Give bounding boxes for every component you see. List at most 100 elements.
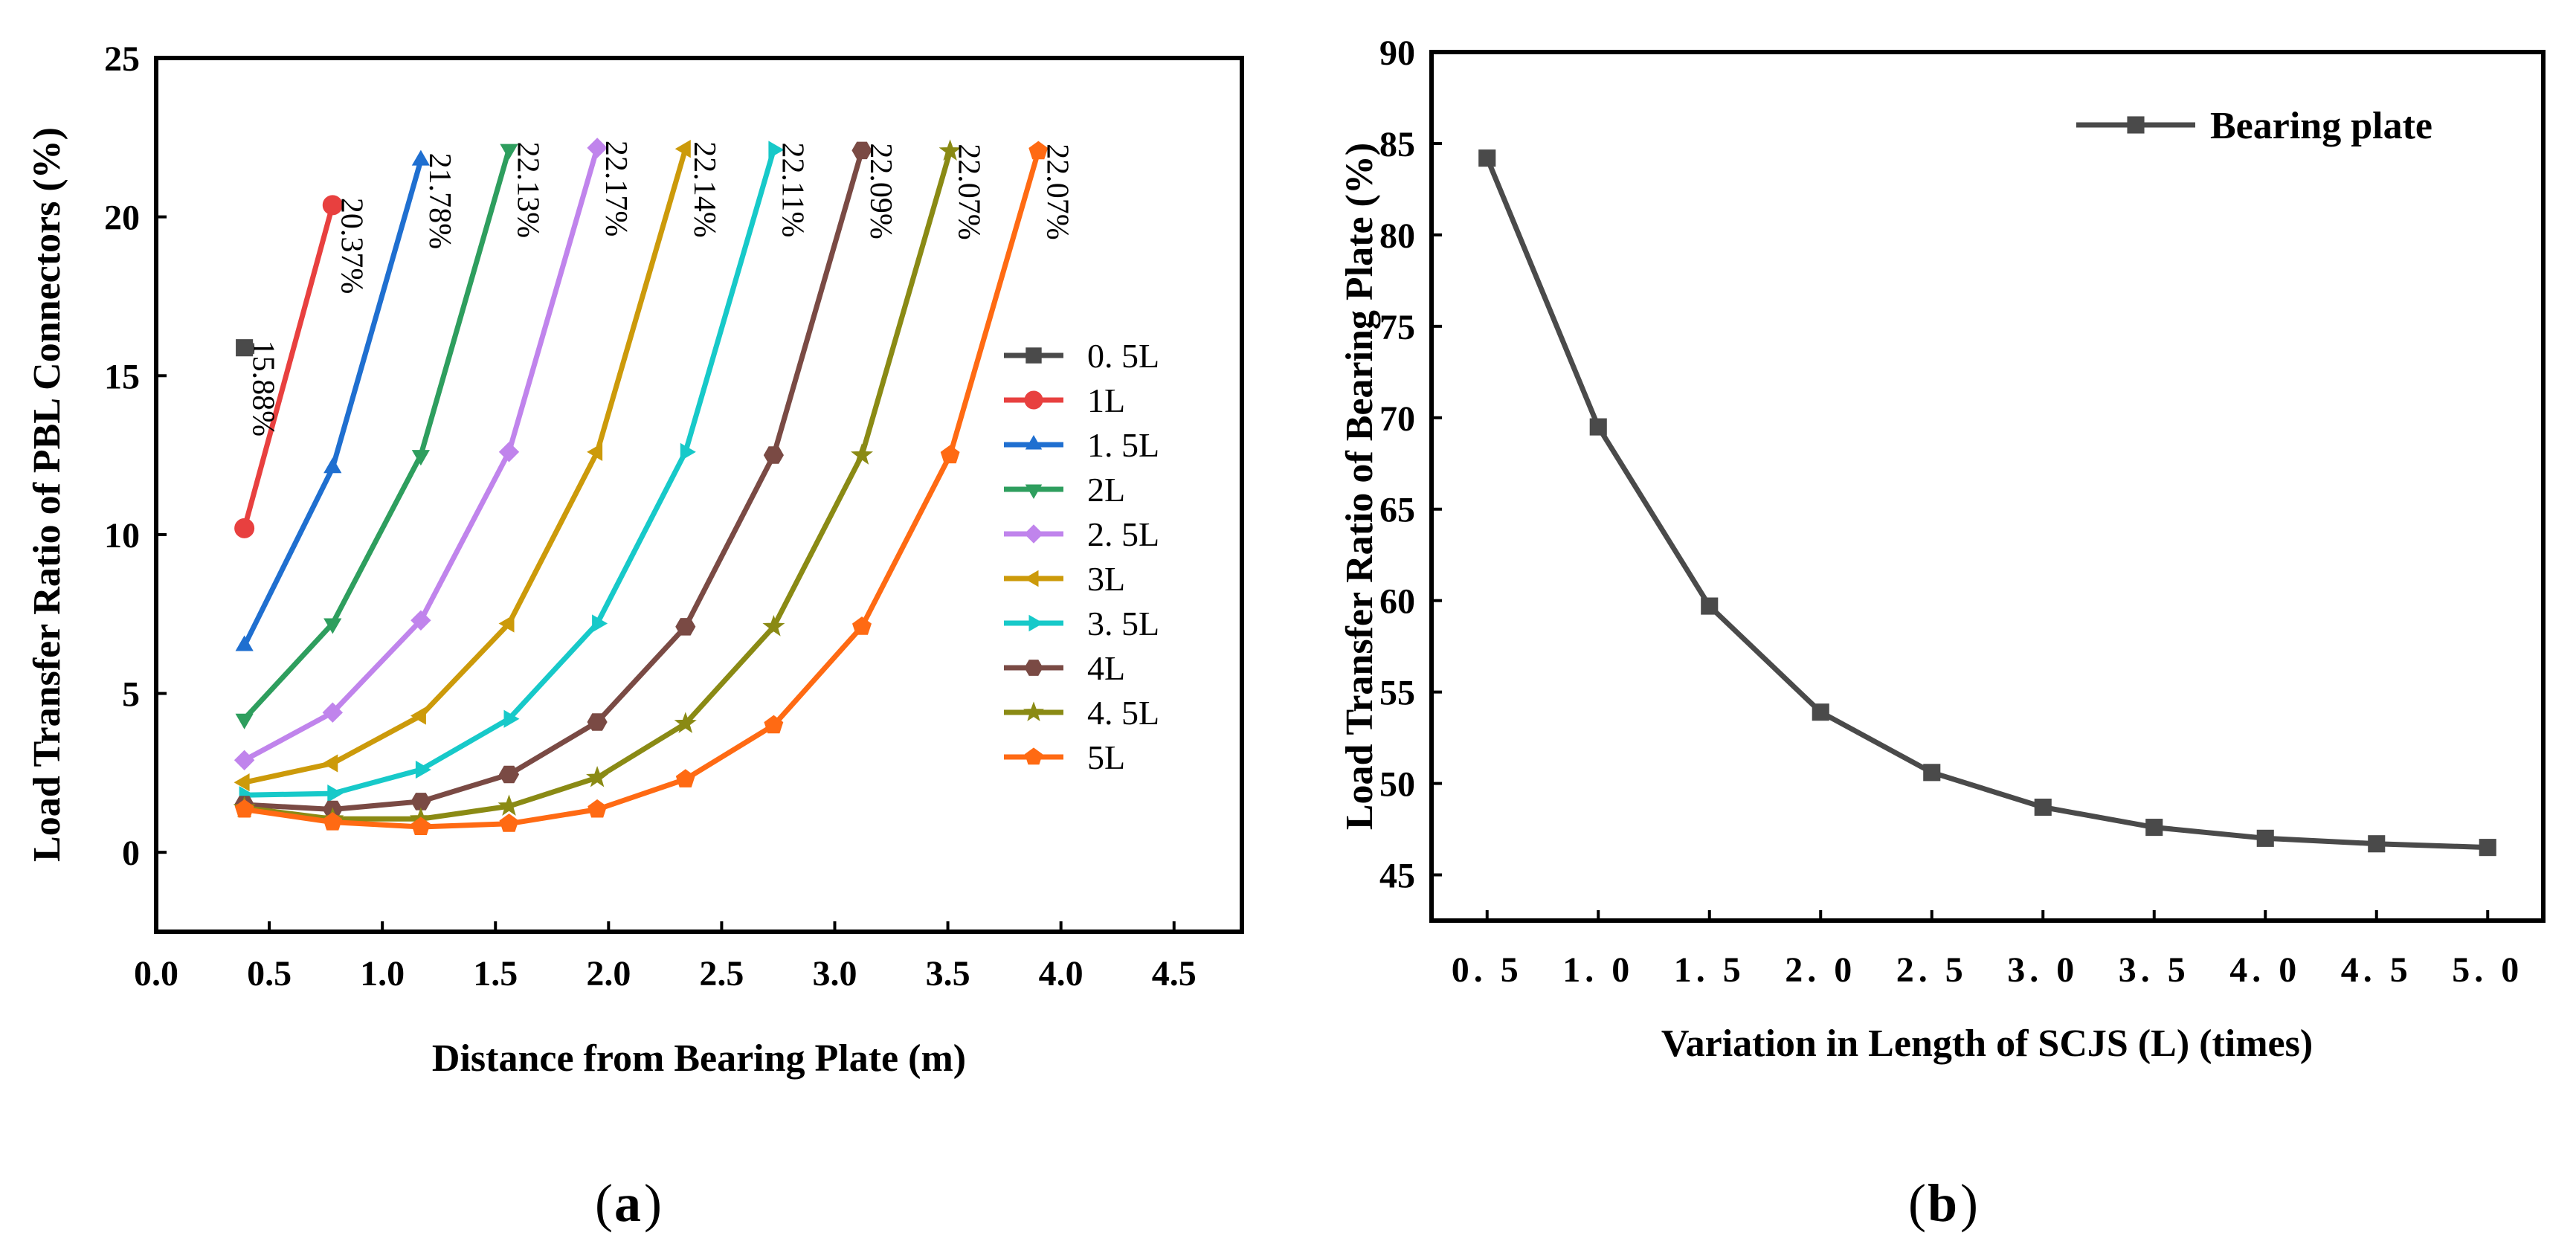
x-tick-label-a: 0.5 bbox=[247, 954, 292, 993]
x-tick-label-a: 2.0 bbox=[586, 954, 631, 993]
x-tick-label-a: 3.5 bbox=[926, 954, 970, 993]
data-point bbox=[410, 706, 426, 725]
chart-a: 0.0 0.5 1.0 1.5 2.0 2.5 3.0 3.5 4.0 4.5 0 5 10 15 20 25… bbox=[26, 39, 1244, 1080]
data-point bbox=[680, 442, 696, 461]
y-tick-label-a: 10 bbox=[104, 516, 140, 555]
caption-b: ( b ) bbox=[1908, 1173, 1978, 1233]
legend-label: 5L bbox=[1087, 738, 1125, 776]
legend-label: 4. 5L bbox=[1087, 694, 1159, 732]
svg-text:): ) bbox=[644, 1173, 662, 1233]
legend-marker bbox=[1025, 435, 1043, 450]
data-point bbox=[674, 712, 697, 733]
y-tick-label-a: 5 bbox=[122, 675, 140, 715]
x-tick-label-a: 1.0 bbox=[360, 954, 405, 993]
data-point bbox=[2145, 819, 2163, 837]
data-point bbox=[850, 443, 874, 465]
end-value-label: 15.88% bbox=[246, 341, 280, 437]
x-tick-label-b: 3. 5 bbox=[2119, 950, 2190, 990]
x-tick-label-b: 4. 5 bbox=[2341, 950, 2412, 990]
data-point bbox=[940, 445, 960, 464]
data-point bbox=[1589, 418, 1607, 436]
data-point bbox=[498, 765, 520, 784]
end-value-label: 21.78% bbox=[422, 153, 457, 250]
end-value-label: 20.37% bbox=[334, 198, 368, 294]
x-tick-label-a: 2.5 bbox=[699, 954, 744, 993]
y-tick-label-b: 50 bbox=[1379, 765, 1415, 805]
data-point bbox=[234, 750, 255, 771]
data-point bbox=[235, 635, 254, 651]
y-tick-label-a: 0 bbox=[122, 834, 140, 873]
x-axis-label-b: Variation in Length of SCJS (L) (times) bbox=[1661, 1022, 2313, 1065]
x-tick-label-b: 5. 0 bbox=[2452, 950, 2523, 990]
data-point bbox=[323, 457, 342, 474]
data-point bbox=[498, 614, 515, 633]
data-point bbox=[322, 702, 344, 723]
legend-marker bbox=[1024, 390, 1043, 410]
x-tick-label-a: 1.5 bbox=[473, 954, 518, 993]
data-point bbox=[503, 709, 520, 728]
y-tick-label-b: 90 bbox=[1379, 33, 1415, 73]
data-point bbox=[763, 446, 784, 464]
legend-label: 1. 5L bbox=[1087, 426, 1159, 464]
svg-text:): ) bbox=[1960, 1173, 1978, 1233]
data-point bbox=[587, 799, 608, 818]
caption-a-letter: a bbox=[614, 1173, 641, 1233]
data-point bbox=[322, 754, 338, 773]
data-point bbox=[1923, 764, 1941, 782]
legend-marker bbox=[1025, 747, 1043, 765]
data-point bbox=[410, 610, 431, 631]
y-tick-label-b: 60 bbox=[1379, 582, 1415, 622]
data-point bbox=[322, 195, 343, 216]
legend-label: 1L bbox=[1087, 381, 1125, 419]
end-value-label: 22.07% bbox=[1040, 144, 1074, 240]
end-value-label: 22.11% bbox=[775, 142, 809, 237]
data-point bbox=[1701, 597, 1719, 615]
x-tick-label-b: 4. 0 bbox=[2229, 950, 2301, 990]
series-line-2 bbox=[242, 204, 335, 529]
legend-marker bbox=[2127, 116, 2145, 134]
y-tick-label-b: 80 bbox=[1379, 216, 1415, 256]
y-tick-label-a: 20 bbox=[104, 199, 140, 238]
data-point bbox=[2479, 839, 2496, 857]
caption-a: ( a ) bbox=[595, 1173, 662, 1233]
data-point bbox=[852, 616, 872, 635]
data-point bbox=[500, 144, 518, 160]
legend-label: 2. 5L bbox=[1087, 515, 1159, 553]
y-tick-label-a: 25 bbox=[104, 39, 140, 79]
data-point bbox=[1028, 141, 1049, 160]
data-point bbox=[587, 138, 608, 158]
data-point bbox=[498, 794, 521, 816]
x-tick-label-b: 3. 0 bbox=[2007, 950, 2078, 990]
x-tick-label-a: 4.5 bbox=[1152, 954, 1197, 993]
end-value-label: 22.13% bbox=[511, 142, 545, 238]
y-tick-label-b: 65 bbox=[1379, 491, 1415, 530]
plot-area-b bbox=[1429, 50, 2546, 923]
x-tick-label-b: 2. 0 bbox=[1785, 950, 1856, 990]
legend-b: Bearing plate bbox=[2076, 105, 2432, 147]
data-point bbox=[762, 615, 785, 637]
x-tick-label-a: 3.0 bbox=[813, 954, 857, 993]
svg-text:(: ( bbox=[595, 1173, 613, 1233]
legend-marker bbox=[1025, 347, 1042, 364]
legend-a: 0. 5L 1L 1. 5L 2L 2. 5L 3L 3. 5L 4L 4. 5L 5L bbox=[1004, 337, 1159, 776]
end-value-label: 22.09% bbox=[863, 143, 898, 239]
x-axis-label-a: Distance from Bearing Plate (m) bbox=[432, 1037, 966, 1080]
data-point bbox=[587, 442, 603, 461]
data-point bbox=[234, 773, 250, 792]
data-point bbox=[410, 816, 431, 835]
data-point bbox=[415, 760, 431, 779]
legend-label: 3. 5L bbox=[1087, 605, 1159, 642]
data-point bbox=[2256, 829, 2274, 847]
y-tick-label-b: 70 bbox=[1379, 399, 1415, 439]
legend-marker bbox=[1024, 660, 1043, 676]
end-value-label: 22.17% bbox=[599, 141, 633, 237]
y-axis-label-b: Load Transfer Ratio of Bearing Plate (%) bbox=[1339, 143, 1381, 830]
y-tick-label-b: 85 bbox=[1379, 125, 1415, 164]
data-point bbox=[675, 769, 695, 787]
data-point bbox=[323, 811, 343, 831]
data-point bbox=[323, 618, 342, 634]
series-line-4 bbox=[242, 148, 512, 721]
data-point bbox=[768, 141, 785, 159]
data-point bbox=[586, 766, 609, 787]
data-point bbox=[499, 814, 519, 832]
